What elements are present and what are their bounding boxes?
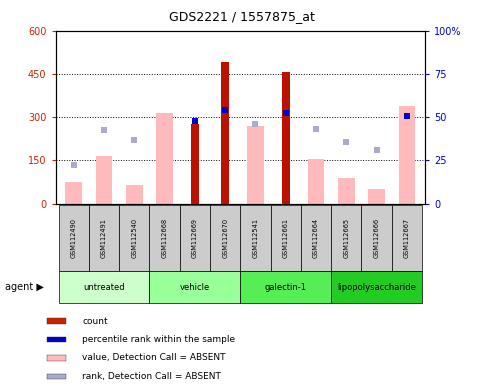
Bar	[361, 205, 392, 271]
Bar	[392, 205, 422, 271]
Bar	[338, 177, 355, 204]
Bar	[126, 185, 142, 204]
Text: percentile rank within the sample: percentile rank within the sample	[82, 335, 235, 344]
Bar	[398, 106, 415, 204]
Bar	[156, 113, 173, 204]
Text: count: count	[82, 316, 108, 326]
Bar	[210, 205, 241, 271]
Text: GSM112540: GSM112540	[131, 218, 137, 258]
Text: GSM112490: GSM112490	[71, 218, 77, 258]
Bar	[331, 271, 422, 303]
Text: GSM112664: GSM112664	[313, 218, 319, 258]
Bar	[270, 205, 301, 271]
Bar	[47, 318, 66, 324]
Bar	[58, 205, 89, 271]
Text: GSM112665: GSM112665	[343, 218, 349, 258]
Bar	[191, 124, 199, 204]
Bar	[47, 355, 66, 361]
Text: GSM112491: GSM112491	[101, 218, 107, 258]
Bar	[65, 182, 82, 204]
Text: GSM112670: GSM112670	[222, 218, 228, 258]
Text: vehicle: vehicle	[180, 283, 210, 291]
Text: agent ▶: agent ▶	[5, 282, 43, 292]
Bar	[331, 205, 361, 271]
Bar	[149, 271, 241, 303]
Bar	[47, 337, 66, 342]
Text: GSM112669: GSM112669	[192, 218, 198, 258]
Text: GDS2221 / 1557875_at: GDS2221 / 1557875_at	[169, 10, 314, 23]
Bar	[180, 205, 210, 271]
Bar	[282, 73, 289, 204]
Bar	[301, 205, 331, 271]
Text: lipopolysaccharide: lipopolysaccharide	[337, 283, 416, 291]
Text: rank, Detection Call = ABSENT: rank, Detection Call = ABSENT	[82, 372, 221, 381]
Bar	[308, 159, 325, 204]
Text: value, Detection Call = ABSENT: value, Detection Call = ABSENT	[82, 353, 226, 362]
Bar	[221, 62, 229, 204]
Bar	[241, 271, 331, 303]
Bar	[58, 271, 149, 303]
Bar	[247, 126, 264, 204]
Bar	[89, 205, 119, 271]
Bar	[119, 205, 149, 271]
Bar	[368, 189, 385, 204]
Bar	[241, 205, 270, 271]
Text: GSM112541: GSM112541	[253, 218, 258, 258]
Text: untreated: untreated	[83, 283, 125, 291]
Bar	[149, 205, 180, 271]
Bar	[47, 374, 66, 379]
Text: GSM112666: GSM112666	[373, 218, 380, 258]
Text: GSM112661: GSM112661	[283, 218, 289, 258]
Text: GSM112668: GSM112668	[162, 218, 168, 258]
Text: GSM112667: GSM112667	[404, 218, 410, 258]
Bar	[96, 156, 113, 204]
Text: galectin-1: galectin-1	[265, 283, 307, 291]
